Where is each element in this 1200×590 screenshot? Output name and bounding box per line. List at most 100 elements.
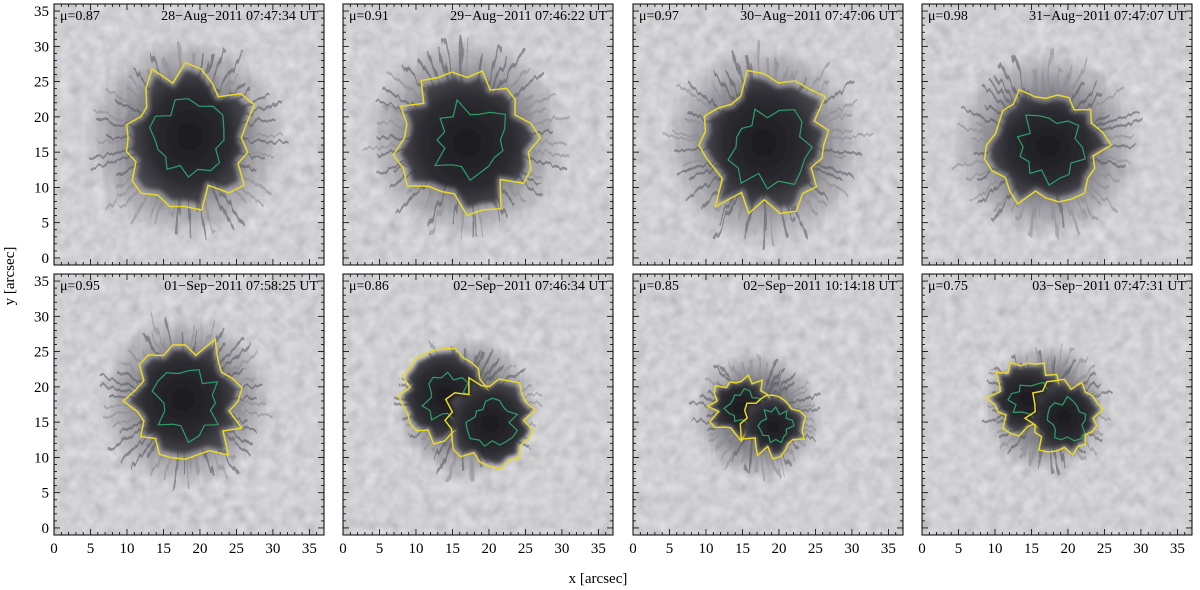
x-tick-label: 0 [918, 541, 926, 557]
umbra-boundary-contour [122, 337, 244, 460]
inner-contour [1016, 114, 1087, 186]
timestamp-label: 03−Sep−2011 07:47:31 UT [1032, 279, 1186, 294]
sunspot-image [922, 4, 1192, 265]
y-tick-label: 5 [42, 216, 50, 232]
mu-label: μ=0.86 [349, 279, 389, 294]
axis-ticks [921, 273, 1193, 535]
panel-3: μ=0.97 30−Aug−2011 07:47:06 UT [632, 3, 904, 266]
panel-frame [921, 3, 1193, 266]
x-tick-label: 35 [591, 541, 606, 557]
panel-1: μ=0.87 28−Aug−2011 07:47:34 UT 0 5 10 15 20 25 3… [34, 3, 325, 267]
penumbral-filament [1052, 347, 1074, 392]
x-tick-label: 10 [119, 541, 134, 557]
x-tick-label: 30 [265, 541, 280, 557]
umbra-boundary-contour [444, 376, 537, 470]
timestamp-label: 30−Aug−2011 07:47:06 UT [740, 9, 897, 24]
x-tick-label: 5 [666, 541, 674, 557]
inner-contour [727, 108, 813, 190]
umbra-boundary-contour [983, 88, 1113, 205]
inner-contour [465, 397, 519, 447]
inner-contour [149, 98, 225, 178]
y-tick-label: 30 [34, 309, 49, 325]
sunspot-image [633, 274, 903, 535]
x-tick-label: 0 [629, 541, 637, 557]
timestamp-label: 29−Aug−2011 07:46:22 UT [450, 9, 607, 24]
x-tick-label: 30 [844, 541, 859, 557]
panel-frame [632, 273, 904, 536]
y-tick-label: 5 [42, 486, 50, 502]
penumbral-filament [478, 357, 501, 390]
y-tick-label: 30 [34, 39, 49, 55]
mu-label: μ=0.98 [928, 9, 968, 24]
mu-label: μ=0.97 [639, 9, 679, 24]
y-tick-label: 35 [34, 4, 49, 20]
penumbral-filament [754, 430, 758, 473]
inner-contour [434, 98, 507, 182]
inner-contour [757, 406, 795, 444]
x-tick-label: 25 [808, 541, 823, 557]
mu-label: μ=0.87 [60, 9, 100, 24]
y-tick-label: 20 [34, 110, 49, 126]
x-tick-label: 10 [408, 541, 423, 557]
umbra-boundary-contour [739, 394, 807, 460]
x-tick-label: 10 [698, 541, 713, 557]
panel-frame [342, 273, 614, 536]
axis-ticks [342, 273, 614, 535]
umbra [131, 69, 248, 204]
sunspot-image [343, 4, 613, 265]
x-tick-label: 35 [1170, 541, 1185, 557]
axis-ticks [632, 3, 904, 265]
panel-5: μ=0.95 01−Sep−2011 07:58:25 UT 0 5 10 15 20 25 3… [34, 273, 325, 557]
panel-2: μ=0.91 29−Aug−2011 07:46:22 UT [342, 3, 614, 266]
x-tick-label: 25 [1097, 541, 1112, 557]
axis-ticks [632, 273, 904, 535]
timestamp-label: 28−Aug−2011 07:47:34 UT [161, 9, 318, 24]
sunspot-image [633, 4, 903, 265]
panel-frame [53, 273, 325, 536]
y-axis-title: y [arcsec] [2, 247, 18, 306]
mu-label: μ=0.91 [349, 9, 389, 24]
y-tick-label: 0 [42, 251, 50, 267]
sunspot-image [54, 4, 324, 265]
timestamp-label: 01−Sep−2011 07:58:25 UT [164, 279, 318, 294]
x-axis-title: x [arcsec] [569, 571, 628, 587]
x-tick-label: 10 [987, 541, 1002, 557]
x-tick-label: 15 [156, 541, 171, 557]
x-tick-label: 0 [50, 541, 58, 557]
penumbral-filament [999, 419, 1034, 450]
x-tick-label: 15 [1024, 541, 1039, 557]
x-tick-label: 20 [192, 541, 207, 557]
mu-label: μ=0.85 [639, 279, 679, 294]
y-tick-label: 25 [34, 75, 49, 91]
umbra [400, 77, 534, 209]
inner-contour [1046, 395, 1087, 442]
penumbral-filament [482, 361, 515, 394]
x-tick-label: 5 [376, 541, 384, 557]
x-tick-label: 0 [339, 541, 347, 557]
panel-8: μ=0.75 03−Sep−2011 07:47:31 UT 0 5 10 15 20 25 3… [918, 273, 1193, 557]
panel-4: μ=0.98 31−Aug−2011 07:47:07 UT [921, 3, 1193, 266]
umbra [990, 94, 1106, 199]
sunspot-image [343, 274, 613, 535]
panel-grid: μ=0.87 28−Aug−2011 07:47:34 UT 0 5 10 15 20 25 3… [34, 3, 1193, 557]
y-tick-label: 20 [34, 380, 49, 396]
panel-6: μ=0.86 02−Sep−2011 07:46:34 UT 0 5 10 15 20 25 3… [339, 273, 614, 557]
axis-ticks [53, 273, 325, 535]
panel-frame [53, 3, 325, 266]
axis-ticks [342, 3, 614, 265]
umbra [743, 397, 803, 456]
umbra-boundary-contour [125, 61, 256, 211]
y-tick-label: 10 [34, 180, 49, 196]
umbra [1028, 382, 1100, 452]
y-tick-label: 35 [34, 274, 49, 290]
panel-7: μ=0.85 02−Sep−2011 10:14:18 UT 0 5 10 15 20 25 3… [629, 273, 904, 557]
y-tick-label: 15 [34, 145, 49, 161]
axis-ticks [53, 3, 325, 265]
panel-frame [342, 3, 614, 266]
y-tick-label: 15 [34, 415, 49, 431]
penumbral-filament [1019, 423, 1038, 452]
x-tick-label: 25 [229, 541, 244, 557]
x-tick-label: 30 [554, 541, 569, 557]
umbra-boundary-contour [392, 70, 542, 217]
